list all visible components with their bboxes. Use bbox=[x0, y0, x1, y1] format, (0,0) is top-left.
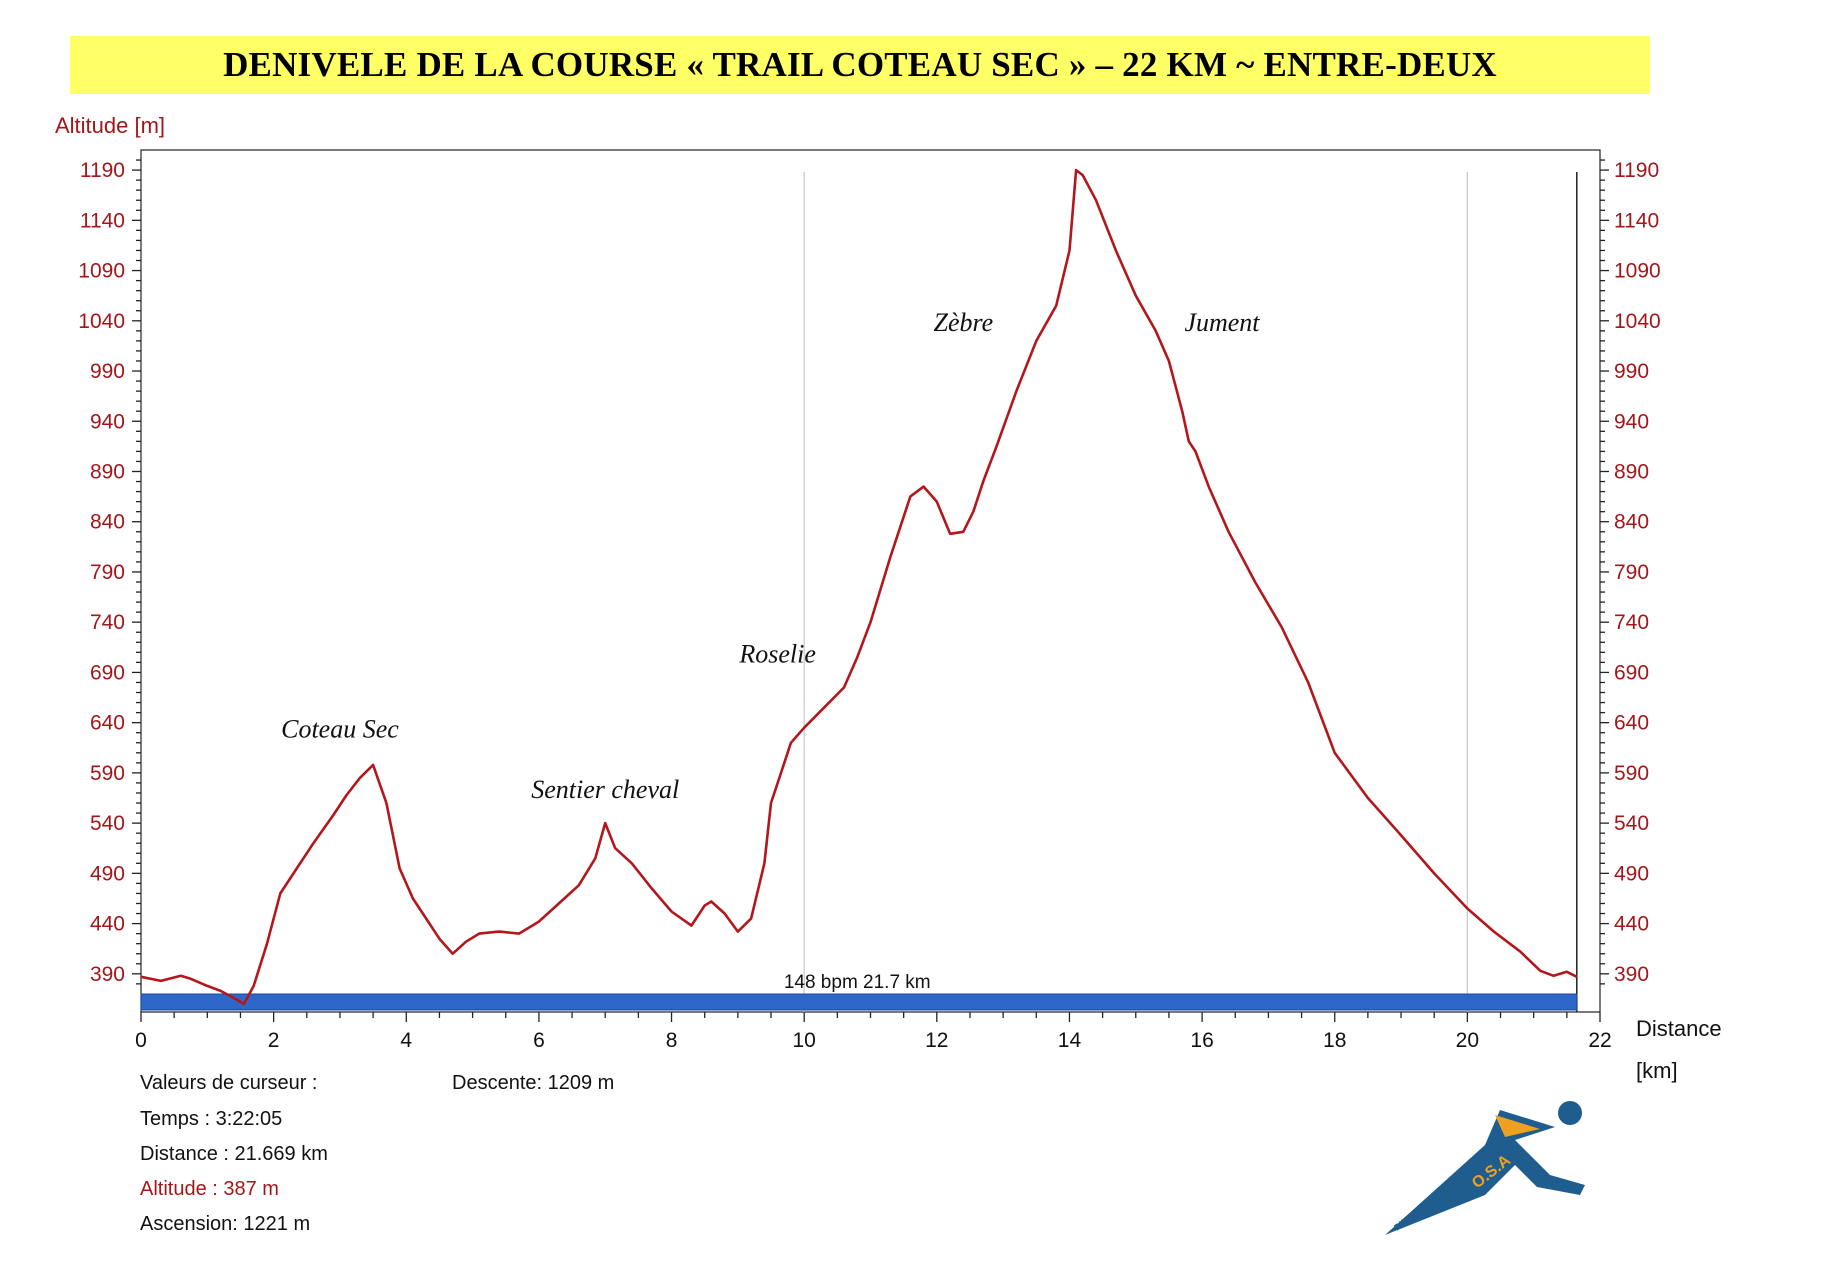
y-tick-label-right: 640 bbox=[1614, 712, 1649, 735]
y-tick-label-left: 1090 bbox=[78, 260, 125, 283]
y-tick-label-left: 890 bbox=[90, 460, 125, 483]
x-tick-label: 20 bbox=[1456, 1029, 1479, 1052]
y-tick-label-right: 940 bbox=[1614, 410, 1649, 433]
y-tick-label-left: 490 bbox=[90, 862, 125, 885]
x-tick-label: 12 bbox=[925, 1029, 948, 1052]
peak-annotation: Jument bbox=[1184, 308, 1260, 337]
logo-runner-head bbox=[1558, 1101, 1582, 1125]
cursor-ascension: Ascension: 1221 m bbox=[140, 1213, 311, 1235]
logo-runner-body bbox=[1385, 1110, 1585, 1235]
plot-frame bbox=[140, 149, 1601, 1013]
y-axis-label: Altitude [m] bbox=[55, 113, 165, 138]
y-tick-label-left: 940 bbox=[90, 410, 125, 433]
y-tick-label-right: 740 bbox=[1614, 611, 1649, 634]
cursor-descent: Descente: 1209 m bbox=[452, 1072, 615, 1094]
y-tick-label-left: 840 bbox=[90, 511, 125, 534]
x-tick-label: 2 bbox=[268, 1029, 280, 1052]
peak-annotation: Roselie bbox=[738, 639, 816, 668]
x-tick-label: 16 bbox=[1190, 1029, 1213, 1052]
y-tick-label-left: 440 bbox=[90, 913, 125, 936]
peak-annotation: Zèbre bbox=[933, 308, 993, 337]
y-tick-label-left: 1040 bbox=[78, 310, 125, 333]
y-tick-label-right: 390 bbox=[1614, 963, 1649, 986]
y-tick-label-right: 690 bbox=[1614, 661, 1649, 684]
y-tick-label-left: 540 bbox=[90, 812, 125, 835]
cursor-values-title: Valeurs de curseur : bbox=[140, 1072, 318, 1094]
y-tick-label-right: 490 bbox=[1614, 862, 1649, 885]
y-tick-label-left: 1190 bbox=[80, 159, 125, 182]
y-tick-label-right: 590 bbox=[1614, 762, 1649, 785]
x-tick-label: 4 bbox=[400, 1029, 412, 1052]
y-tick-label-right: 840 bbox=[1614, 511, 1649, 534]
y-tick-label-left: 790 bbox=[90, 561, 125, 584]
y-tick-label-left: 590 bbox=[90, 762, 125, 785]
logo-accent bbox=[1495, 1115, 1540, 1137]
cursor-distance: Distance : 21.669 km bbox=[140, 1143, 328, 1165]
x-axis-unit: [km] bbox=[1636, 1058, 1678, 1083]
x-axis-label: Distance bbox=[1636, 1016, 1722, 1041]
y-tick-label-right: 440 bbox=[1614, 913, 1649, 936]
y-tick-label-left: 740 bbox=[90, 611, 125, 634]
x-tick-label: 8 bbox=[666, 1029, 678, 1052]
x-tick-label: 14 bbox=[1058, 1029, 1082, 1052]
chart-title: DENIVELE DE LA COURSE « TRAIL COTEAU SEC… bbox=[223, 45, 1497, 84]
x-tick-label: 6 bbox=[533, 1029, 545, 1052]
peak-annotation: Sentier cheval bbox=[531, 775, 679, 804]
peak-annotation: Coteau Sec bbox=[281, 715, 399, 744]
y-tick-label-right: 1190 bbox=[1614, 159, 1659, 182]
osa-logo: O.S.A DIMITILE SPORT ACTION bbox=[1385, 1101, 1585, 1235]
cursor-altitude: Altitude : 387 m bbox=[140, 1178, 279, 1200]
y-tick-label-right: 790 bbox=[1614, 561, 1649, 584]
x-tick-label: 22 bbox=[1588, 1029, 1611, 1052]
elevation-line bbox=[140, 168, 1578, 1006]
x-tick-label: 0 bbox=[135, 1029, 147, 1052]
y-tick-label-right: 1140 bbox=[1614, 209, 1659, 232]
y-tick-label-right: 990 bbox=[1614, 360, 1649, 383]
y-tick-label-right: 890 bbox=[1614, 460, 1649, 483]
y-tick-label-right: 1040 bbox=[1614, 310, 1661, 333]
x-tick-label: 18 bbox=[1323, 1029, 1346, 1052]
x-tick-label: 10 bbox=[793, 1029, 816, 1052]
y-tick-label-left: 640 bbox=[90, 712, 125, 735]
band-label: 148 bpm 21.7 km bbox=[784, 972, 931, 993]
cursor-time: Temps : 3:22:05 bbox=[140, 1108, 283, 1130]
y-tick-label-left: 990 bbox=[90, 360, 125, 383]
chart-title-banner: DENIVELE DE LA COURSE « TRAIL COTEAU SEC… bbox=[70, 36, 1650, 94]
y-tick-label-left: 390 bbox=[90, 963, 125, 986]
y-tick-label-right: 540 bbox=[1614, 812, 1649, 835]
heart-rate-band bbox=[140, 993, 1578, 1011]
y-tick-label-left: 1140 bbox=[80, 209, 125, 232]
y-tick-label-left: 690 bbox=[90, 661, 125, 684]
y-tick-label-right: 1090 bbox=[1614, 260, 1661, 283]
